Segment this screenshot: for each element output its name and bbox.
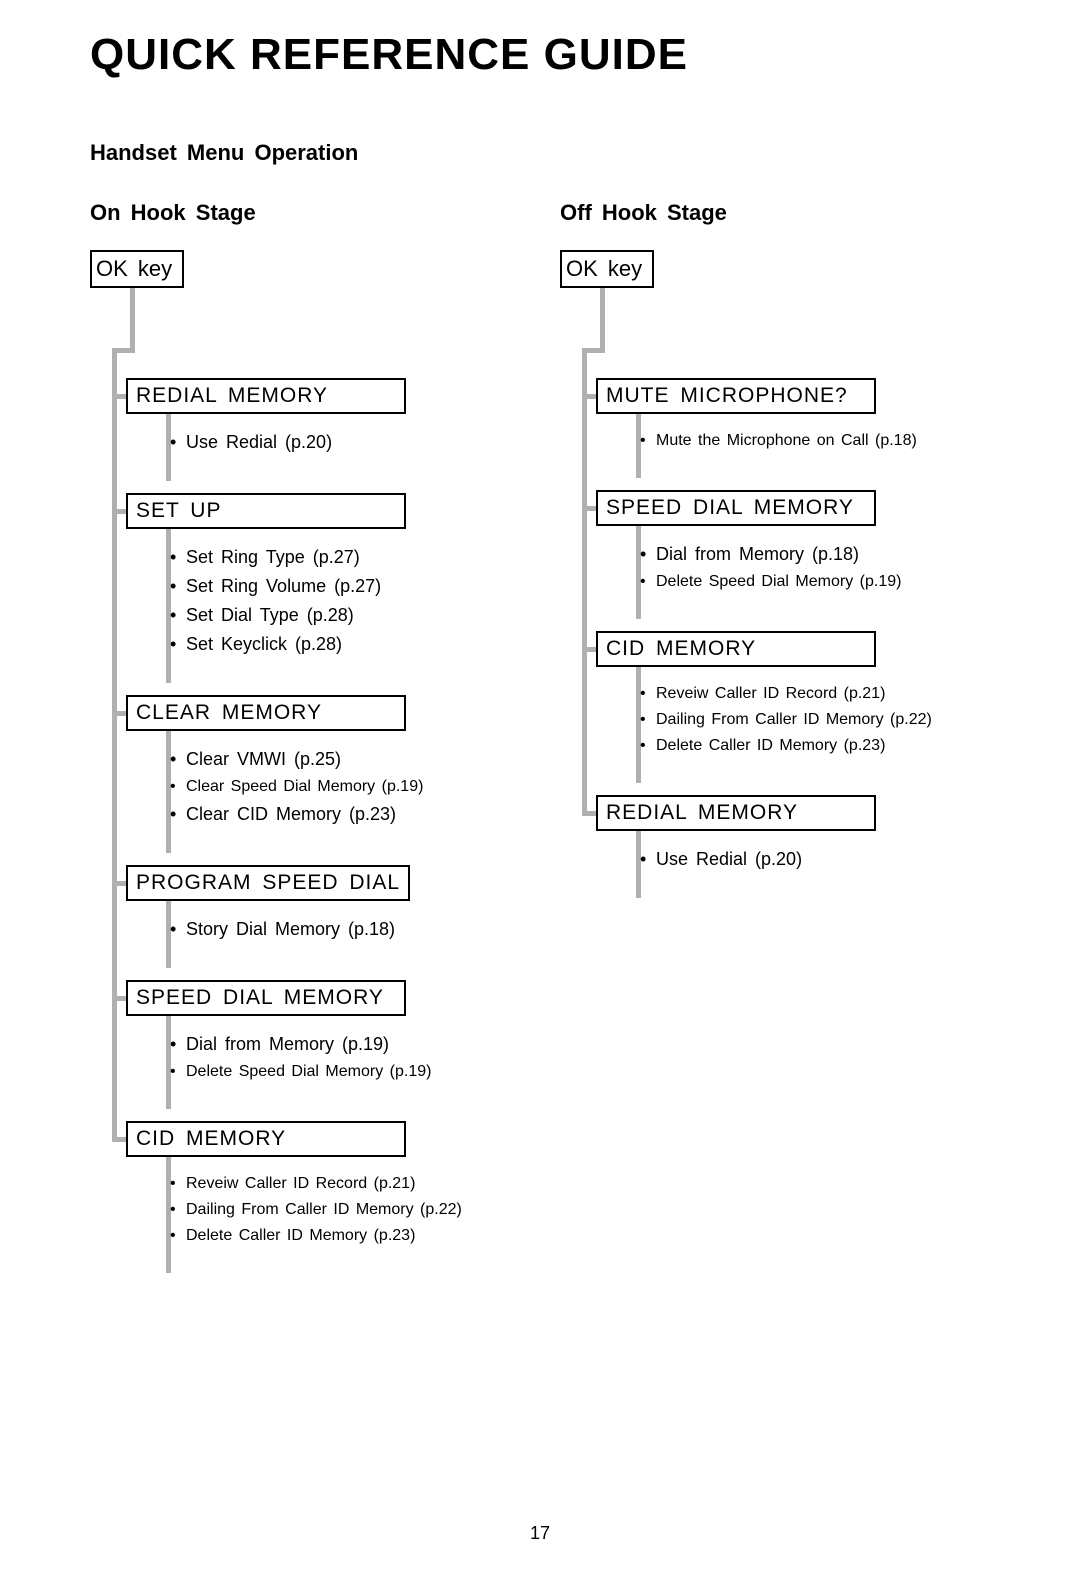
menu-items: MUTE MICROPHONE? Mute the Microphone on C… [560, 288, 990, 898]
menu-item: CLEAR MEMORY Clear VMWI (p.25) Clear Speed… [126, 695, 520, 853]
tree-line [112, 1137, 126, 1142]
menu-tree: MUTE MICROPHONE? Mute the Microphone on C… [560, 288, 990, 898]
tree-line [582, 647, 596, 652]
sub-item: Reveiw Caller ID Record (p.21) [186, 1175, 520, 1193]
sub-item: Set Ring Volume (p.27) [186, 576, 520, 597]
tree-line [582, 506, 596, 511]
tree-line [582, 811, 596, 816]
menu-box: PROGRAM SPEED DIAL [126, 865, 410, 901]
sub-list: Dial from Memory (p.19) Delete Speed Dial… [158, 1016, 520, 1109]
sub-item: Set Dial Type (p.28) [186, 605, 520, 626]
tree-line [112, 996, 126, 1001]
menu-box: CID MEMORY [126, 1121, 406, 1157]
sub-list: Mute the Microphone on Call (p.18) [628, 414, 990, 478]
sub-item: Use Redial (p.20) [656, 849, 990, 870]
sub-list: Set Ring Type (p.27) Set Ring Volume (p.2… [158, 529, 520, 683]
section-title: Handset Menu Operation [90, 140, 990, 166]
page-number: 17 [530, 1523, 550, 1544]
sub-item: Dial from Memory (p.18) [656, 544, 990, 565]
sub-list: Clear VMWI (p.25) Clear Speed Dial Memory… [158, 731, 520, 853]
menu-box: SET UP [126, 493, 406, 529]
menu-item: MUTE MICROPHONE? Mute the Microphone on C… [596, 378, 990, 478]
menu-item: PROGRAM SPEED DIAL Story Dial Memory (p.1… [126, 865, 520, 968]
tree-trunk [582, 348, 587, 816]
stage-title: On Hook Stage [90, 200, 520, 226]
sub-list: Story Dial Memory (p.18) [158, 901, 520, 968]
menu-box: MUTE MICROPHONE? [596, 378, 876, 414]
tree-trunk [112, 348, 117, 1142]
sub-item: Clear Speed Dial Memory (p.19) [186, 778, 520, 796]
sub-list: Reveiw Caller ID Record (p.21) Dailing Fr… [628, 667, 990, 783]
sub-list: Use Redial (p.20) [628, 831, 990, 898]
tree-line [582, 394, 596, 399]
tree-line [130, 288, 135, 348]
menu-box: CLEAR MEMORY [126, 695, 406, 731]
sub-item: Reveiw Caller ID Record (p.21) [656, 685, 990, 703]
sub-list: Reveiw Caller ID Record (p.21) Dailing Fr… [158, 1157, 520, 1273]
sub-item: Mute the Microphone on Call (p.18) [656, 432, 990, 450]
sub-item: Delete Speed Dial Memory (p.19) [186, 1063, 520, 1081]
columns-container: On Hook Stage OK key REDIAL MEMORY Use Redi… [90, 200, 990, 1285]
menu-item: SPEED DIAL MEMORYDial from Memory (p.18)… [596, 490, 990, 619]
tree-line [112, 394, 126, 399]
tree-line [112, 711, 126, 716]
sub-item: Dailing From Caller ID Memory (p.22) [186, 1201, 520, 1219]
sub-list: Use Redial (p.20) [158, 414, 520, 481]
menu-item: SET UP Set Ring Type (p.27) Set Ring Volum… [126, 493, 520, 683]
menu-box: SPEED DIAL MEMORY [126, 980, 406, 1016]
sub-item: Dial from Memory (p.19) [186, 1034, 520, 1055]
ok-key-box: OK key [560, 250, 654, 288]
stage-title: Off Hook Stage [560, 200, 990, 226]
sub-item: Clear VMWI (p.25) [186, 749, 520, 770]
menu-item: CID MEMORYReveiw Caller ID Record (p.21)… [126, 1121, 520, 1273]
ok-key-box: OK key [90, 250, 184, 288]
menu-item: REDIAL MEMORY Use Redial (p.20) [126, 378, 520, 481]
sub-item: Story Dial Memory (p.18) [186, 919, 520, 940]
page-title: QUICK REFERENCE GUIDE [90, 30, 990, 80]
menu-box: SPEED DIAL MEMORY [596, 490, 876, 526]
tree-line [112, 509, 126, 514]
tree-line [600, 288, 605, 348]
sub-item: Dailing From Caller ID Memory (p.22) [656, 711, 990, 729]
sub-item: Use Redial (p.20) [186, 432, 520, 453]
menu-item: REDIAL MEMORY Use Redial (p.20) [596, 795, 990, 898]
tree-line [112, 881, 126, 886]
menu-column: Off Hook Stage OK key MUTE MICROPHONE? Mute… [560, 200, 990, 1285]
sub-item: Delete Caller ID Memory (p.23) [186, 1227, 520, 1245]
sub-list: Dial from Memory (p.18) Delete Speed Dial… [628, 526, 990, 619]
menu-column: On Hook Stage OK key REDIAL MEMORY Use Redi… [90, 200, 520, 1285]
sub-item: Set Keyclick (p.28) [186, 634, 520, 655]
menu-box: REDIAL MEMORY [596, 795, 876, 831]
menu-items: REDIAL MEMORYUse Redial (p.20)SET UPSet … [90, 288, 520, 1273]
sub-item: Delete Caller ID Memory (p.23) [656, 737, 990, 755]
sub-item: Delete Speed Dial Memory (p.19) [656, 573, 990, 591]
menu-tree: REDIAL MEMORYUse Redial (p.20)SET UPSet … [90, 288, 520, 1273]
menu-box: CID MEMORY [596, 631, 876, 667]
menu-item: CID MEMORYReveiw Caller ID Record (p.21)… [596, 631, 990, 783]
sub-item: Set Ring Type (p.27) [186, 547, 520, 568]
menu-box: REDIAL MEMORY [126, 378, 406, 414]
sub-item: Clear CID Memory (p.23) [186, 804, 520, 825]
menu-item: SPEED DIAL MEMORYDial from Memory (p.19)… [126, 980, 520, 1109]
